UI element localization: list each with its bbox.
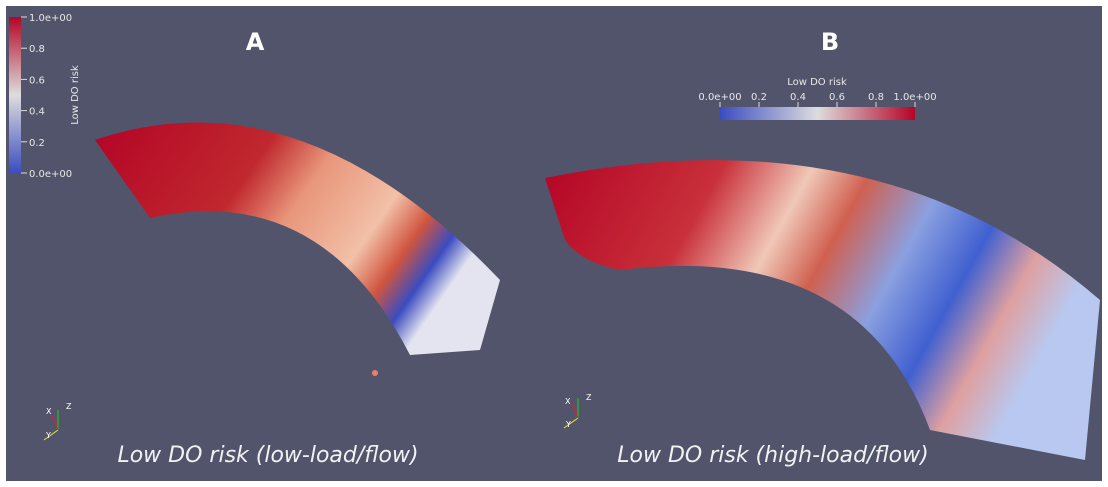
colorbar-gradient [9, 17, 21, 173]
tick-label: 0.2 [29, 138, 45, 149]
tick-label: 0.0e+00 [698, 92, 741, 103]
axis-label: Y [45, 431, 51, 440]
caption: Low DO risk (high-load/flow) [617, 443, 928, 468]
axis-label: Z [66, 402, 72, 411]
axis-label: X [46, 407, 52, 416]
panel-label: A [246, 28, 265, 56]
tick-label: 0.0e+00 [29, 169, 72, 180]
colorbar-title: Low DO risk [787, 77, 847, 88]
axes-triad: Z X Y [43, 402, 72, 441]
tick-label: 1.0e+00 [29, 13, 72, 24]
mesh-b [545, 160, 1100, 460]
panel-label: B [821, 28, 839, 56]
axes-triad: Z X Y [563, 393, 592, 429]
mesh-a [95, 122, 500, 355]
tick-label: 0.8 [868, 92, 884, 103]
colorbar-title: Low DO risk [70, 65, 81, 125]
tick-label: 0.4 [790, 92, 806, 103]
tick-label: 0.8 [29, 44, 45, 55]
tick-label: 0.6 [29, 75, 45, 86]
tick-label: 0.4 [29, 107, 45, 118]
colorbar-b: Low DO risk 0.0e+00 0.2 0.4 0.6 0.8 1.0e+00 [698, 77, 937, 120]
colorbar-a: Low DO risk 1.0e+00 0.8 0.6 0.4 0.2 0.0e+00 [9, 13, 81, 180]
axis-label: Y [565, 420, 571, 429]
colorbar-gradient [720, 107, 915, 120]
caption: Low DO risk (low-load/flow) [117, 443, 418, 468]
axis-label: Z [586, 393, 592, 402]
mesh-point [372, 370, 378, 376]
axis-label: X [565, 397, 571, 406]
tick-label: 0.2 [751, 92, 767, 103]
tick-label: 1.0e+00 [893, 92, 936, 103]
tick-label: 0.6 [829, 92, 845, 103]
